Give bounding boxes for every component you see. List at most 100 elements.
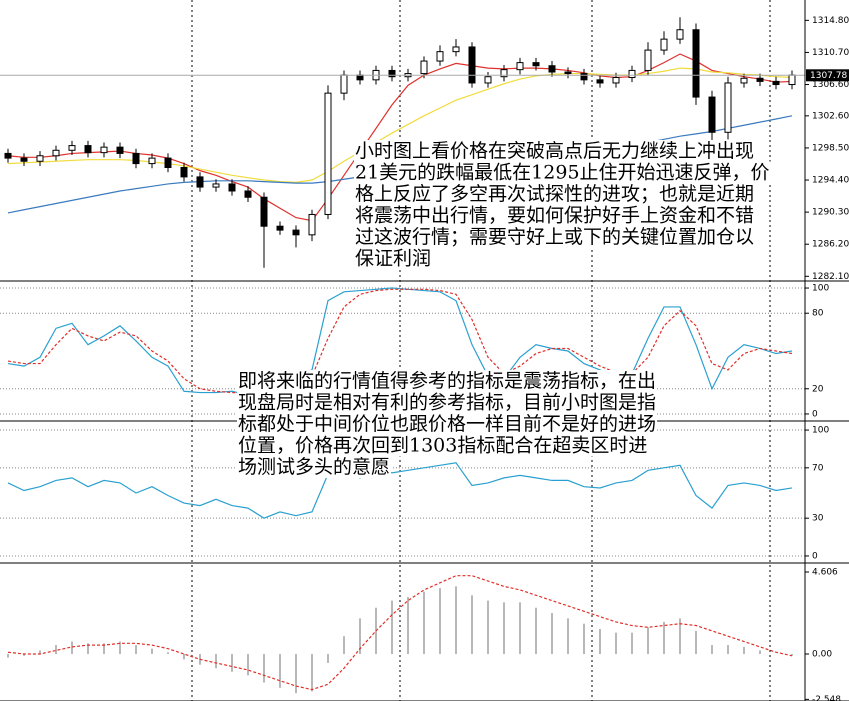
- candle-body: [532, 62, 540, 67]
- candle-body: [356, 74, 364, 81]
- candle-body: [148, 157, 156, 165]
- candle-body: [580, 73, 588, 81]
- annotation: 即将来临的行情值得参考的指标是震荡指标，在出现盘局时是相对有利的参考指标，目前小…: [237, 370, 658, 478]
- annotation-bg: [354, 161, 771, 184]
- last-price-box: [806, 69, 849, 82]
- candle-body: [36, 155, 44, 162]
- candle-body: [260, 196, 268, 227]
- y-tick-label: 20: [812, 384, 824, 394]
- candle-body: [308, 213, 316, 236]
- candle-body: [596, 79, 604, 84]
- candle-body: [500, 69, 508, 78]
- y-tick-label: 0: [812, 551, 818, 561]
- annotation: 小时图上看价格在突破高点后无力继续上冲出现21美元的跌幅最低在1295止住开始迅…: [354, 140, 771, 270]
- candle-body: [132, 152, 140, 165]
- candle-body: [516, 62, 524, 71]
- y-tick-label: 1290.30: [812, 208, 849, 218]
- annotation-bg: [237, 413, 658, 435]
- annotation-line: 小时图上看价格在突破高点后无力继续上冲出现: [355, 140, 754, 162]
- y-tick-label: 1310.70: [812, 48, 849, 58]
- y-tick-label: 1306.60: [812, 80, 849, 90]
- y-tick-label: 1298.50: [812, 143, 849, 153]
- candle-body: [724, 82, 732, 133]
- y-tick-label: 0.00: [812, 650, 832, 660]
- indicator-line: [7, 575, 793, 691]
- annotation-bg: [354, 140, 756, 162]
- candle-body: [692, 29, 700, 98]
- candle-body: [84, 145, 92, 154]
- candle-body: [612, 76, 620, 84]
- annotation-bg: [354, 226, 756, 248]
- annotation-bg: [354, 247, 433, 270]
- candle-body: [708, 96, 716, 133]
- candle-body: [116, 146, 124, 154]
- annotation-bg: [237, 391, 658, 414]
- candle-body: [548, 65, 556, 73]
- annotation-bg: [237, 456, 392, 478]
- y-tick-label: 0: [812, 409, 818, 419]
- indicator-line: [7, 462, 793, 519]
- candle-body: [20, 157, 28, 162]
- annotation-line: 标都处于中间价位也跟价格一样目前不是好的进场: [238, 413, 656, 435]
- y-tick-label: 1302.60: [812, 111, 849, 121]
- annotation-bg: [354, 183, 756, 205]
- candle-body: [564, 71, 572, 75]
- candle-body: [100, 146, 108, 154]
- candle-body: [436, 51, 444, 62]
- candle-body: [340, 74, 348, 94]
- y-tick-label: 1286.20: [812, 240, 849, 250]
- candle-body: [676, 29, 684, 40]
- candle-body: [276, 225, 284, 231]
- annotation-line: 现盘局时是相对有利的参考指标，目前小时图是指: [238, 392, 656, 414]
- y-tick-label: 1294.40: [812, 176, 849, 186]
- candle-body: [628, 69, 636, 78]
- y-tick-label: 100: [812, 426, 829, 436]
- candle-body: [420, 60, 428, 75]
- annotation-line: 将震荡中出行情，要如何保护好手上资金和不错: [355, 205, 754, 227]
- candle-body: [52, 149, 60, 157]
- annotation-line: 保证利润: [355, 248, 431, 270]
- annotation-bg: [354, 204, 756, 227]
- candle-body: [196, 176, 204, 188]
- candle-body: [388, 69, 396, 78]
- annotation-line: 位置，价格再次回到1303指标配合在超卖区时进: [238, 435, 647, 457]
- candle-body: [324, 92, 332, 215]
- candle-body: [484, 76, 492, 84]
- indicator-line: [7, 288, 793, 395]
- y-tick-label: 1314.80: [812, 16, 849, 26]
- annotation-bg: [237, 370, 658, 392]
- candle-body: [644, 49, 652, 71]
- y-tick-label: 30: [812, 514, 824, 524]
- annotation-line: 格上反应了多空再次试探性的进攻；也就是近期: [355, 183, 754, 205]
- candle-body: [292, 229, 300, 236]
- candle-body: [180, 167, 188, 178]
- candle-body: [228, 183, 236, 192]
- candle-body: [452, 46, 460, 53]
- indicator-line: [7, 287, 793, 396]
- annotation-line: 过这波行情；需要守好上或下的关键位置加仓以: [355, 226, 754, 248]
- y-tick-label: 1282.10: [812, 272, 849, 282]
- candle-body: [4, 152, 12, 159]
- candle-body: [756, 77, 764, 82]
- candle-body: [244, 190, 252, 198]
- candle-body: [468, 46, 476, 84]
- candle-body: [212, 183, 220, 188]
- annotation-line: 21美元的跌幅最低在1295止住开始迅速反弹，价: [355, 162, 770, 184]
- last-price-label: 1307.78: [810, 71, 847, 81]
- y-tick-label: 80: [812, 309, 824, 319]
- annotation-line: 即将来临的行情值得参考的指标是震荡指标，在出: [238, 370, 656, 392]
- candle-body: [788, 74, 796, 86]
- y-tick-label: 4.606: [812, 568, 838, 578]
- candle-body: [772, 80, 780, 86]
- candle-body: [740, 77, 748, 84]
- y-tick-label: 70: [812, 463, 824, 473]
- y-tick-label: 100: [812, 284, 829, 294]
- candle-body: [660, 38, 668, 51]
- annotation-bg: [237, 434, 649, 457]
- annotation-line: 场测试多头的意愿: [238, 456, 390, 478]
- candle-body: [68, 145, 76, 151]
- candle-body: [164, 157, 172, 169]
